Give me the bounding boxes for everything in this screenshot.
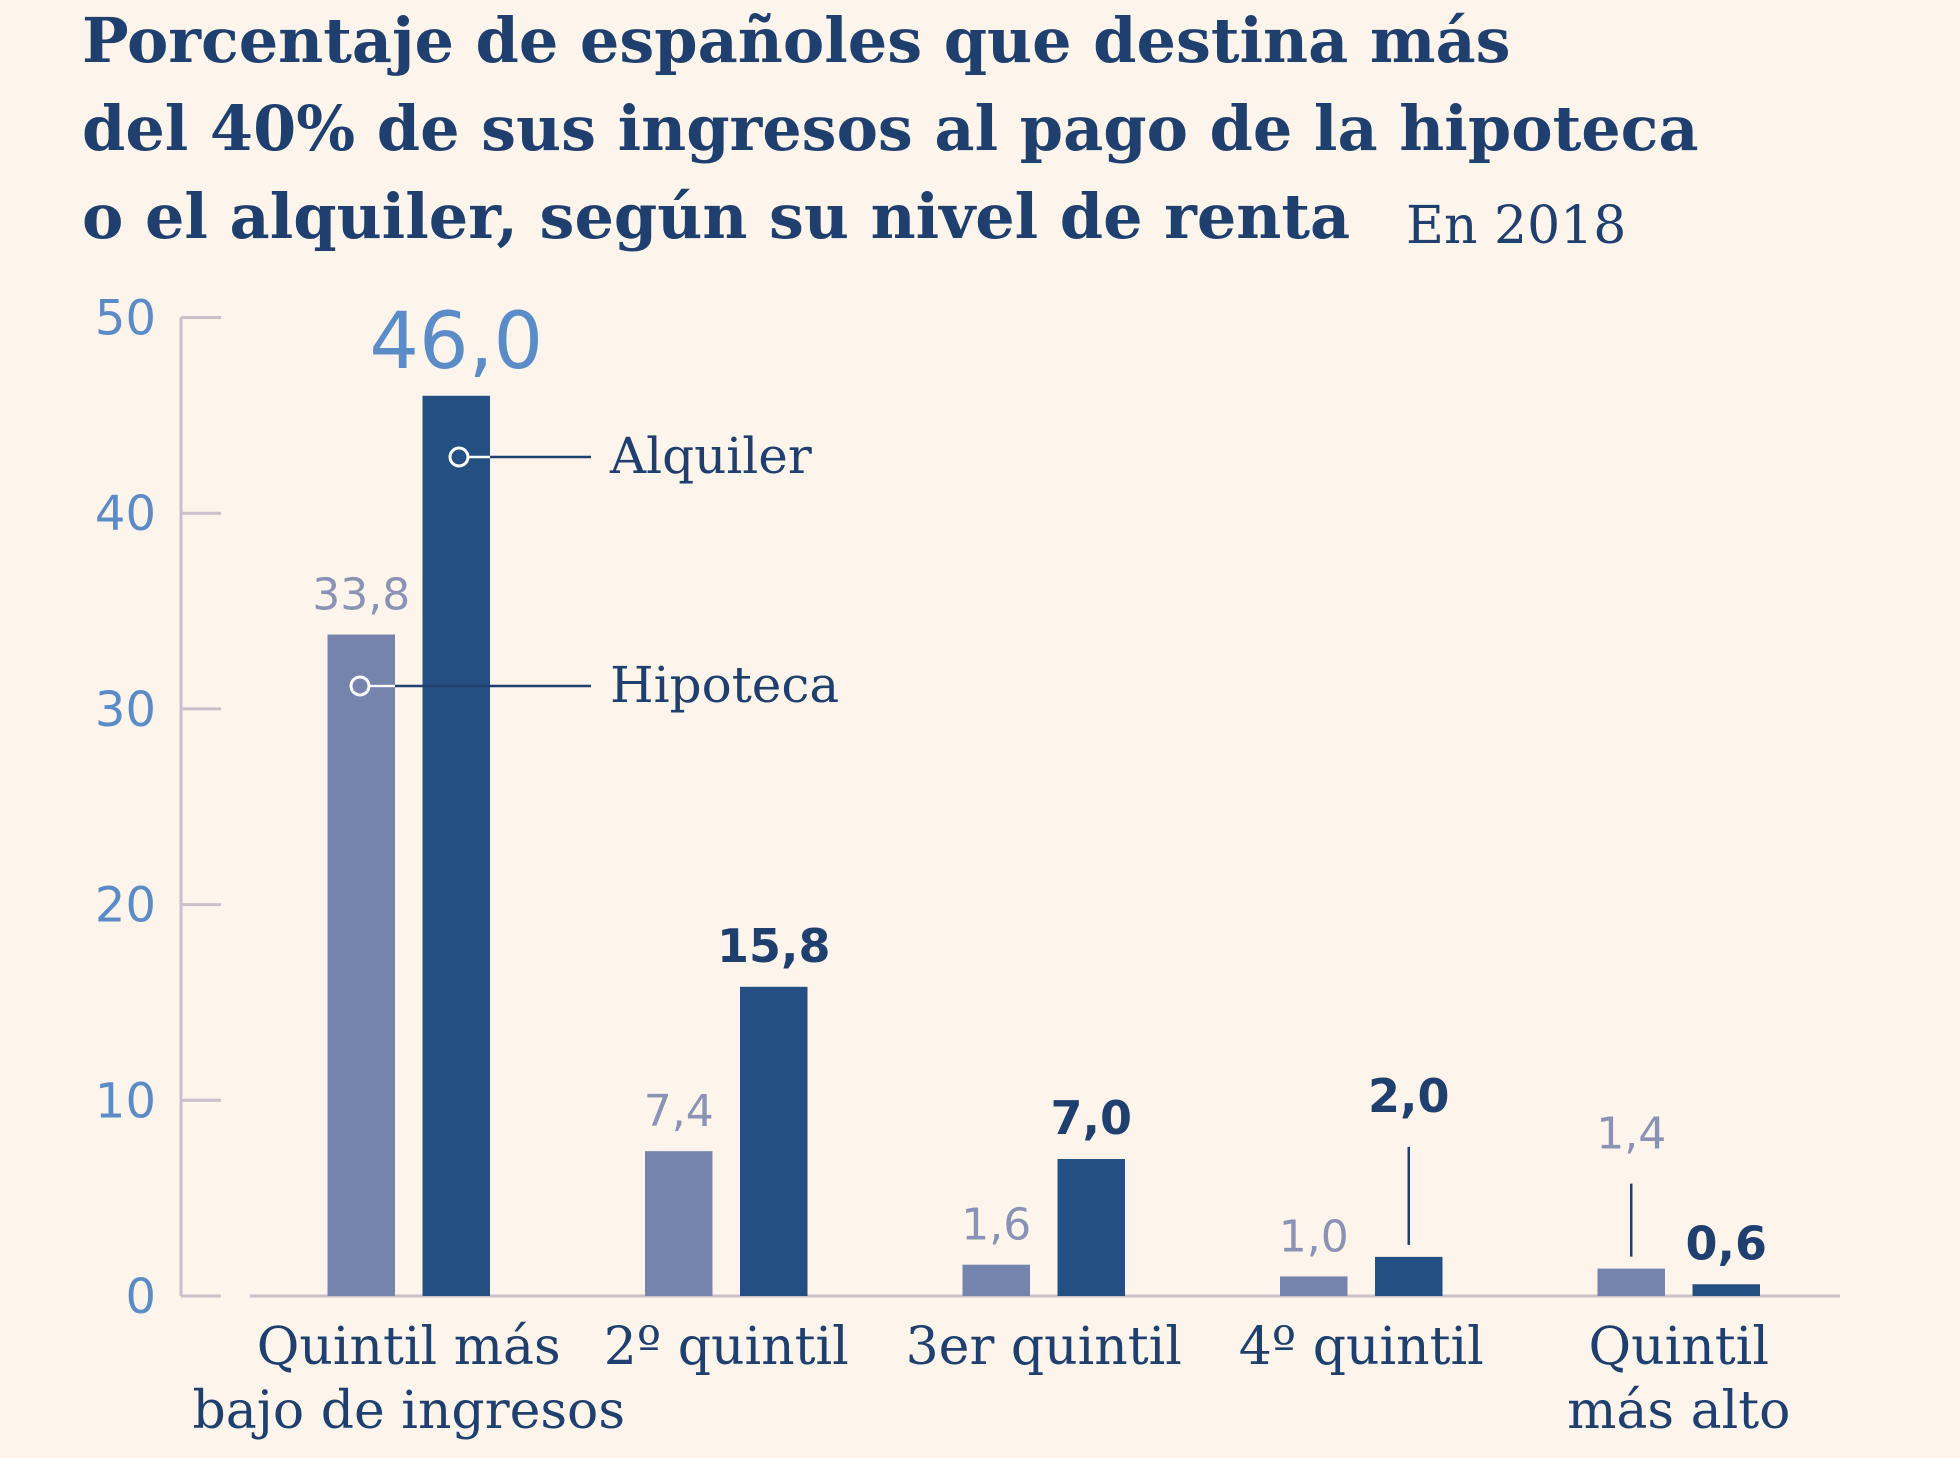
legend-label: Alquiler xyxy=(609,427,812,485)
bar xyxy=(327,634,395,1296)
y-tick-label: 50 xyxy=(95,291,156,347)
bar xyxy=(740,986,808,1296)
x-tick-label: 4º quintil xyxy=(1239,1317,1484,1377)
value-label: 46,0 xyxy=(369,297,543,387)
chart-subtitle: En 2018 xyxy=(1406,196,1626,256)
legend-marker xyxy=(448,446,470,468)
legend-marker xyxy=(349,675,371,697)
value-label: 15,8 xyxy=(717,919,831,973)
x-tick-label: 2º quintil xyxy=(604,1317,849,1377)
value-label: 1,6 xyxy=(961,1200,1031,1251)
bar xyxy=(1375,1256,1443,1296)
y-tick-label: 20 xyxy=(95,878,156,934)
bar xyxy=(962,1264,1030,1296)
chart-title: o el alquiler, según su nivel de renta xyxy=(82,180,1350,253)
bar xyxy=(1057,1159,1125,1296)
value-label: 0,6 xyxy=(1686,1216,1768,1270)
value-label: 2,0 xyxy=(1368,1069,1450,1123)
y-tick-label: 10 xyxy=(95,1073,156,1129)
bar xyxy=(1597,1268,1665,1296)
value-label: 1,0 xyxy=(1279,1211,1349,1262)
value-label: 7,4 xyxy=(644,1086,714,1137)
chart-title: del 40% de sus ingresos al pago de la hi… xyxy=(82,92,1699,165)
x-tick-label: Quintil xyxy=(1589,1317,1769,1377)
value-label: 33,8 xyxy=(312,570,410,621)
bar xyxy=(422,395,490,1296)
value-label: 1,4 xyxy=(1596,1109,1666,1160)
bar xyxy=(1692,1284,1760,1296)
bar xyxy=(645,1151,713,1296)
y-tick-label: 0 xyxy=(125,1269,156,1325)
legend-label: Hipoteca xyxy=(610,656,839,714)
x-tick-label: más alto xyxy=(1567,1381,1790,1441)
x-tick-label: Quintil más xyxy=(257,1317,561,1377)
x-tick-label: bajo de ingresos xyxy=(192,1381,625,1441)
x-tick-label: 3er quintil xyxy=(906,1317,1182,1377)
value-label: 7,0 xyxy=(1051,1091,1133,1145)
bar xyxy=(1280,1276,1348,1296)
y-tick-label: 40 xyxy=(95,486,156,542)
chart-title: Porcentaje de españoles que destina más xyxy=(82,4,1511,77)
y-tick-label: 30 xyxy=(95,682,156,738)
